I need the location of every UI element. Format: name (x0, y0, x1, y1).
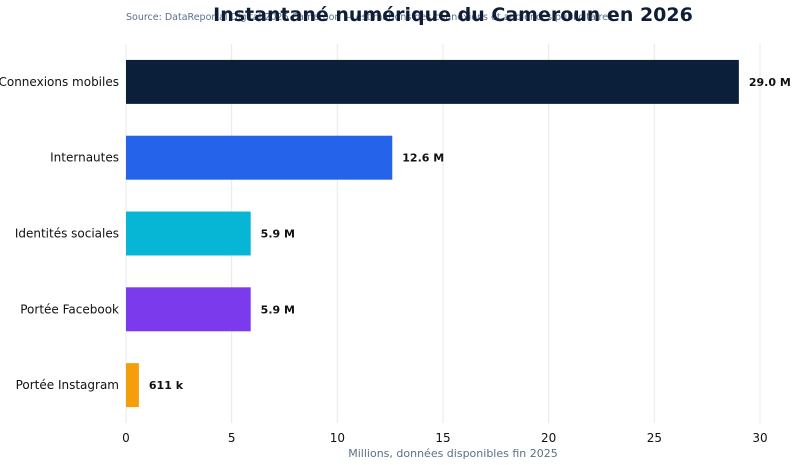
data-label-3: 5.9 M (261, 303, 295, 316)
chart-title: Instantané numérique du Cameroun en 2026 (213, 4, 693, 26)
data-label-4: 611 k (149, 379, 184, 392)
x-tick-label-5: 5 (228, 431, 236, 445)
x-tick-label-30: 30 (752, 431, 767, 445)
labels: 0 5 10 15 20 25 30 Connexions mobiles 29.0 M Inte… (0, 75, 791, 445)
data-label-0: 29.0 M (749, 76, 791, 89)
category-label-2: Identités sociales (15, 227, 119, 241)
data-label-1: 12.6 M (402, 152, 444, 165)
bar-2 (126, 211, 251, 256)
category-label-0: Connexions mobiles (0, 75, 119, 89)
bar-0 (126, 59, 739, 104)
x-tick-label-15: 15 (435, 431, 450, 445)
grid-lines (125, 44, 761, 423)
x-tick-label-0: 0 (122, 431, 130, 445)
bar-1 (126, 135, 393, 180)
data-label-2: 5.9 M (261, 228, 295, 241)
category-label-1: Internautes (50, 151, 119, 165)
bar-4 (126, 363, 139, 408)
category-label-4: Portée Instagram (16, 378, 119, 392)
x-axis-label: Millions, données disponibles fin 2025 (348, 447, 558, 460)
bars (126, 59, 739, 408)
x-tick-label-25: 25 (647, 431, 662, 445)
chart-subtitle: Source: DataReportal Digital 2026 Camero… (126, 12, 613, 23)
bar-3 (126, 287, 251, 332)
x-tick-label-10: 10 (330, 431, 345, 445)
category-label-3: Portée Facebook (20, 302, 119, 316)
x-tick-label-20: 20 (541, 431, 556, 445)
